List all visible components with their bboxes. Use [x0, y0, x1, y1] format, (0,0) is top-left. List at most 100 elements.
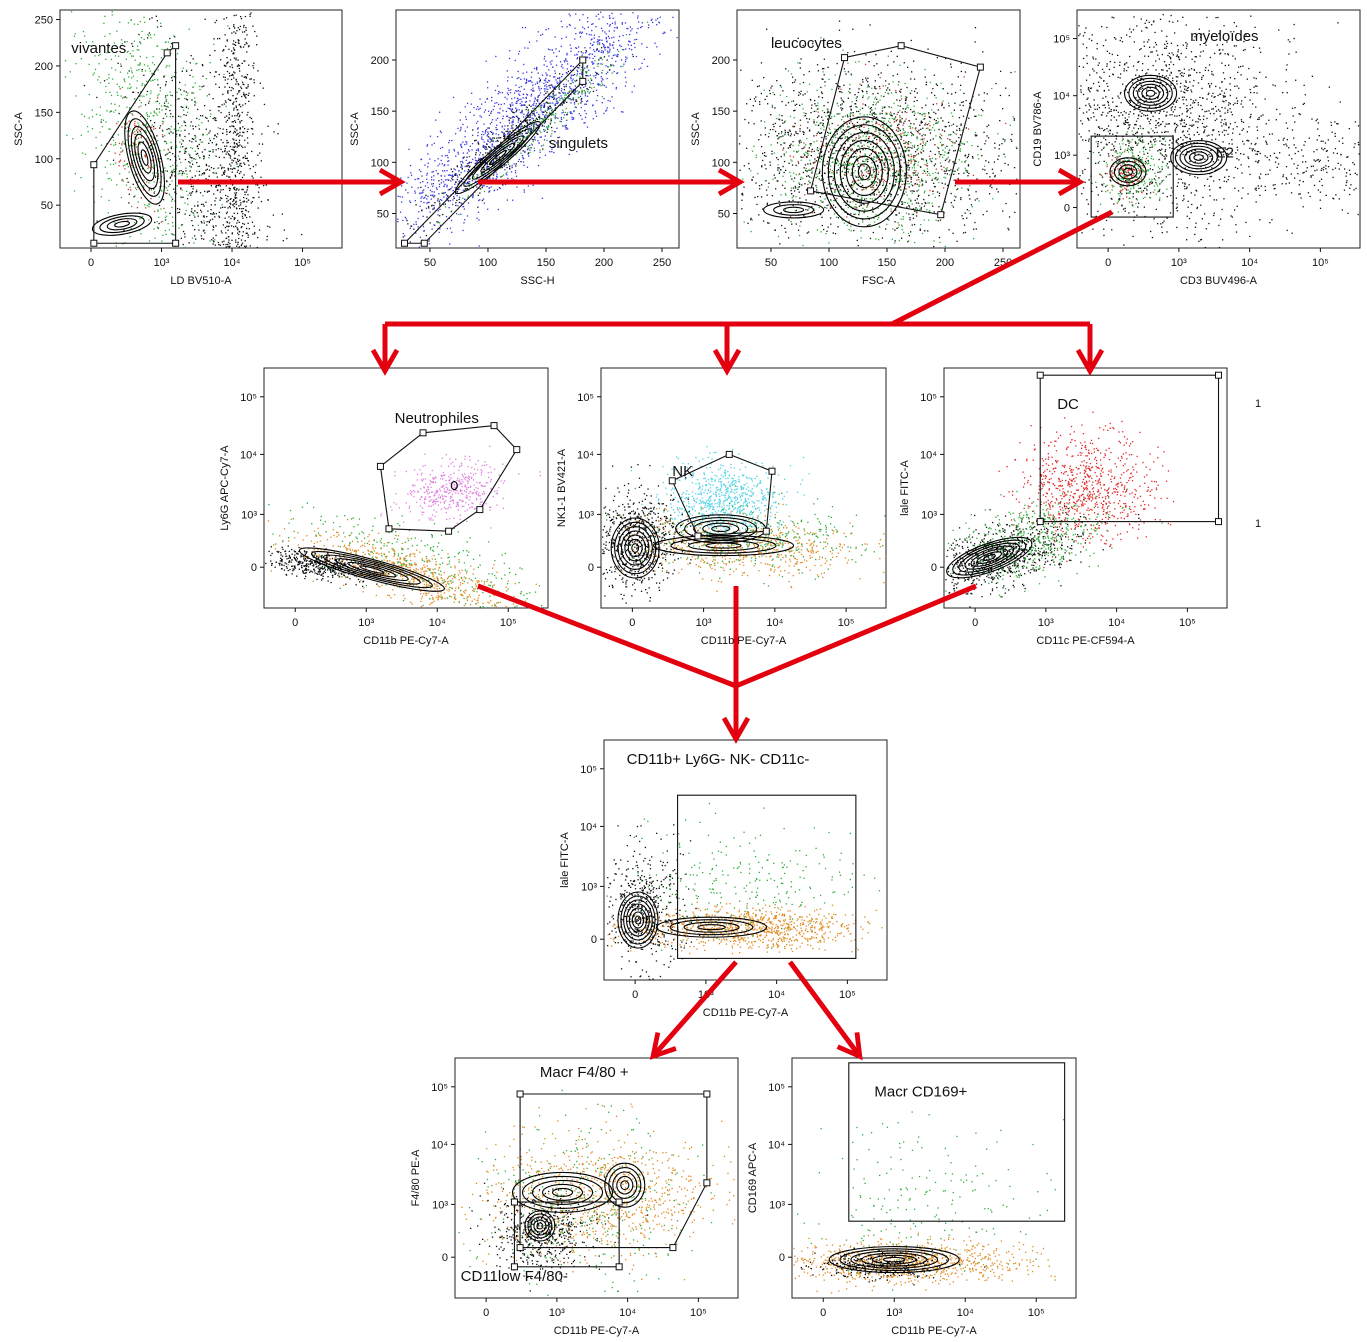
density-contour — [631, 911, 645, 929]
gate-handle — [579, 77, 587, 85]
density-contour — [617, 526, 653, 570]
x-tick-label: 10⁴ — [957, 1307, 974, 1319]
x-tick-label: 0 — [1105, 257, 1111, 269]
density-contour — [612, 1171, 638, 1199]
y-tick-label: 10⁴ — [240, 449, 257, 461]
plot-frame — [59, 9, 343, 249]
density-contour — [1188, 151, 1209, 164]
y-tick-label: 10³ — [241, 509, 257, 521]
x-tick-label: 0 — [483, 1307, 489, 1319]
density-contour — [541, 1183, 584, 1201]
y-tick-label: 10³ — [581, 881, 597, 893]
plot-panel-neutrophiles: 0 10³ 10⁴ 10⁵ 10⁵ 10⁴ 10³ 0 CD11b PE-Cy7-A Ly6G A… — [219, 367, 549, 647]
density-contour — [670, 537, 777, 554]
y-tick-label: 10⁴ — [431, 1139, 448, 1151]
arrow-to-cd169 — [787, 960, 863, 1061]
x-axis-label: CD11c PE-CF594-A — [1036, 635, 1135, 647]
density-contour — [1128, 77, 1173, 109]
density-contour — [530, 1216, 550, 1236]
gate-handle — [490, 422, 498, 430]
density-contour — [335, 558, 409, 581]
density-contour — [511, 1171, 614, 1213]
y-tick-label: 100 — [712, 157, 730, 169]
x-tick-label: 100 — [479, 257, 497, 269]
x-axis-label: SSC-H — [520, 275, 554, 287]
density-contour — [628, 907, 648, 933]
gate-cd11b — [677, 794, 857, 959]
density-contour — [134, 133, 156, 182]
x-axis-label: FSC-A — [862, 275, 896, 287]
density-contour — [533, 1219, 547, 1233]
x-tick-label: 10³ — [886, 1307, 902, 1319]
density-contour — [861, 1252, 928, 1267]
x-tick-label: 10⁴ — [429, 617, 446, 629]
y-tick-label: 200 — [712, 55, 730, 67]
y-tick-label: 10⁴ — [577, 449, 594, 461]
x-tick-label: 50 — [765, 257, 777, 269]
x-tick-label: 0 — [820, 1307, 826, 1319]
density-contour — [1193, 154, 1204, 161]
y-tick-label: 10⁴ — [580, 821, 597, 833]
density-contour — [684, 517, 758, 541]
y-tick-label: 10³ — [769, 1199, 785, 1211]
gate-handle — [90, 239, 98, 247]
density-contour — [976, 551, 1003, 564]
density-contour — [140, 149, 149, 166]
y-axis-label: F4/80 PE-A — [410, 1149, 422, 1207]
y-tick-label: 150 — [35, 107, 53, 119]
y-axis-label: SSC-A — [690, 112, 702, 146]
x-tick-label: 150 — [537, 257, 555, 269]
y-tick-label: 10⁵ — [580, 764, 597, 776]
gate-label-singulets: singulets — [549, 135, 608, 152]
gate-cd169 — [848, 1062, 1066, 1222]
gate-label-dc: DC — [1057, 396, 1079, 413]
y-axis-label: NK1-1 BV421-A — [556, 448, 568, 527]
density-contour — [624, 534, 647, 562]
y-axis-label: lale FITC-A — [899, 460, 911, 516]
y-tick-label: 100 — [35, 154, 53, 166]
plot-panel-nk: 0 10³ 10⁴ 10⁵ 10⁵ 10⁴ 10³ 0 CD11b PE-Cy7-A NK1-1 … — [556, 367, 887, 647]
density-contour — [705, 542, 742, 549]
x-tick-label: 100 — [820, 257, 838, 269]
density-contour — [616, 1175, 634, 1195]
x-axis-label: LD BV510-A — [170, 275, 232, 287]
density-contour — [620, 530, 650, 566]
x-tick-label: 10³ — [154, 257, 170, 269]
density-contour — [1184, 148, 1214, 167]
gate-nk — [671, 453, 773, 537]
density-contour — [527, 1213, 553, 1239]
density-contour — [964, 545, 1015, 570]
density-contour — [783, 206, 805, 214]
x-axis-label: CD11b PE-Cy7-A — [703, 1007, 789, 1019]
density-contour — [114, 220, 130, 228]
density-contour — [524, 1210, 556, 1242]
x-tick-label: 250 — [653, 257, 671, 269]
gate-handle — [807, 187, 815, 195]
plot-frame — [1076, 9, 1361, 249]
x-tick-label: 10³ — [358, 617, 374, 629]
y-tick-label: 10⁴ — [1053, 91, 1070, 103]
gate-dc — [1039, 374, 1220, 523]
y-tick-label: 10⁵ — [1053, 34, 1070, 46]
y-tick-label: 50 — [718, 208, 730, 220]
density-contour — [631, 543, 640, 553]
x-tick-label: 10⁵ — [839, 989, 856, 1001]
arrow-neutrophiles-merge — [477, 583, 737, 689]
density-contour — [471, 135, 524, 180]
density-contour — [610, 517, 660, 579]
density-contour — [1145, 89, 1156, 97]
density-contour — [99, 215, 145, 234]
density-contour — [454, 120, 541, 195]
gate-handle — [694, 532, 702, 540]
density-contour — [1170, 140, 1228, 176]
x-tick-label: 0 — [632, 989, 638, 1001]
plot-panel-cd169: 0 10³ 10⁴ 10⁵ 10⁵ 10⁴ 10³ 0 CD11b PE-Cy7-A CD169 … — [747, 1057, 1077, 1337]
arrow-to-f480 — [649, 960, 738, 1060]
gate-handle — [668, 477, 676, 485]
y-tick-label: 10⁴ — [768, 1139, 785, 1151]
density-contour — [617, 891, 659, 949]
y-tick-label: 10⁵ — [920, 392, 937, 404]
density-contour — [1141, 86, 1160, 100]
density-contour — [871, 1254, 917, 1265]
density-contour — [970, 548, 1009, 567]
